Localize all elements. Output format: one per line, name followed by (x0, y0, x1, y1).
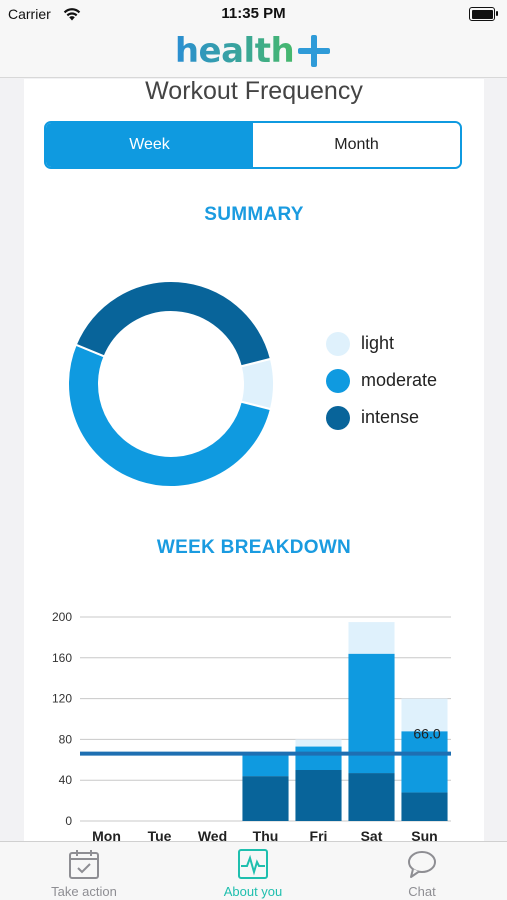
bar-moderate-sun (401, 731, 448, 793)
carrier-label: Carrier (8, 6, 51, 22)
status-bar: Carrier 11:35 PM (0, 0, 507, 28)
nav-bar: health (0, 28, 507, 78)
legend-swatch-moderate (326, 368, 350, 393)
x-tick-label-sun: Sun (411, 828, 437, 841)
donut-slice-intense (74, 280, 273, 368)
x-tick-label-thu: Thu (253, 828, 279, 841)
x-tick-label-fri: Fri (310, 828, 328, 841)
tab-chat[interactable]: Chat (362, 842, 482, 900)
bar-intense-sat (348, 773, 395, 821)
tab-bar: Take action About you Chat (0, 841, 507, 900)
tab-label-about-you: About you (223, 884, 283, 899)
tab-about-you[interactable]: About you (193, 842, 313, 900)
battery-icon (469, 7, 498, 21)
x-tick-label-sat: Sat (361, 828, 383, 841)
y-tick-label: 0 (65, 814, 72, 828)
bar-intense-sun (401, 792, 448, 821)
y-tick-label: 80 (59, 732, 73, 746)
heart-rate-icon (238, 849, 268, 879)
donut-slice-moderate (67, 343, 273, 488)
bar-intense-thu (242, 776, 289, 821)
page-title: Workout Frequency (145, 79, 363, 105)
bar-intense-fri (295, 770, 342, 821)
week-breakdown-bar-chart: 0 40 80 120 160 200 Mon Tue Wed Thu Fri Sat Sun 66.0 (52, 610, 451, 841)
tab-take-action[interactable]: Take action (24, 842, 144, 900)
bar-light-fri (295, 739, 342, 747)
x-tick-label-wed: Wed (198, 828, 227, 841)
wifi-icon (63, 8, 81, 21)
legend-item-intense: intense (326, 399, 437, 436)
legend-swatch-intense (326, 405, 350, 430)
y-tick-label: 120 (52, 692, 72, 706)
legend-label-light: light (361, 333, 395, 353)
x-tick-label-mon: Mon (92, 828, 121, 841)
chat-bubble-icon (408, 851, 436, 878)
plus-icon (296, 28, 332, 74)
summary-donut-chart (67, 280, 275, 488)
legend-swatch-light (326, 331, 350, 356)
legend-label-moderate: moderate (361, 370, 438, 390)
bar-moderate-thu (242, 753, 289, 777)
content-card: Workout Frequency Week Month SUMMARY lig… (24, 79, 484, 841)
legend-item-light: light (326, 325, 437, 362)
segment-week[interactable]: Week (46, 123, 253, 167)
status-time: 11:35 PM (221, 5, 286, 22)
summary-heading: SUMMARY (204, 204, 304, 225)
y-tick-label: 200 (52, 610, 72, 624)
period-segmented-control: Week Month (44, 121, 462, 169)
summary-legend: light moderate intense (326, 325, 437, 436)
bar-light-sat (348, 622, 395, 654)
legend-label-intense: intense (361, 407, 420, 427)
calendar-check-icon (69, 850, 99, 879)
x-tick-label-tue: Tue (148, 828, 172, 841)
average-line-label: 66.0 (413, 726, 440, 742)
legend-item-moderate: moderate (326, 362, 437, 399)
logo-wordmark: health (175, 28, 295, 74)
bar-light-sun (401, 698, 448, 732)
week-breakdown-heading: WEEK BREAKDOWN (156, 537, 352, 558)
tab-label-chat: Chat (408, 884, 436, 899)
app-logo: health (0, 28, 507, 78)
donut-slice-light (239, 357, 275, 411)
y-tick-label: 40 (59, 773, 73, 787)
bar-moderate-fri (295, 746, 342, 770)
y-tick-label: 160 (52, 651, 72, 665)
tab-label-take-action: Take action (51, 884, 117, 899)
segment-month[interactable]: Month (253, 123, 460, 167)
